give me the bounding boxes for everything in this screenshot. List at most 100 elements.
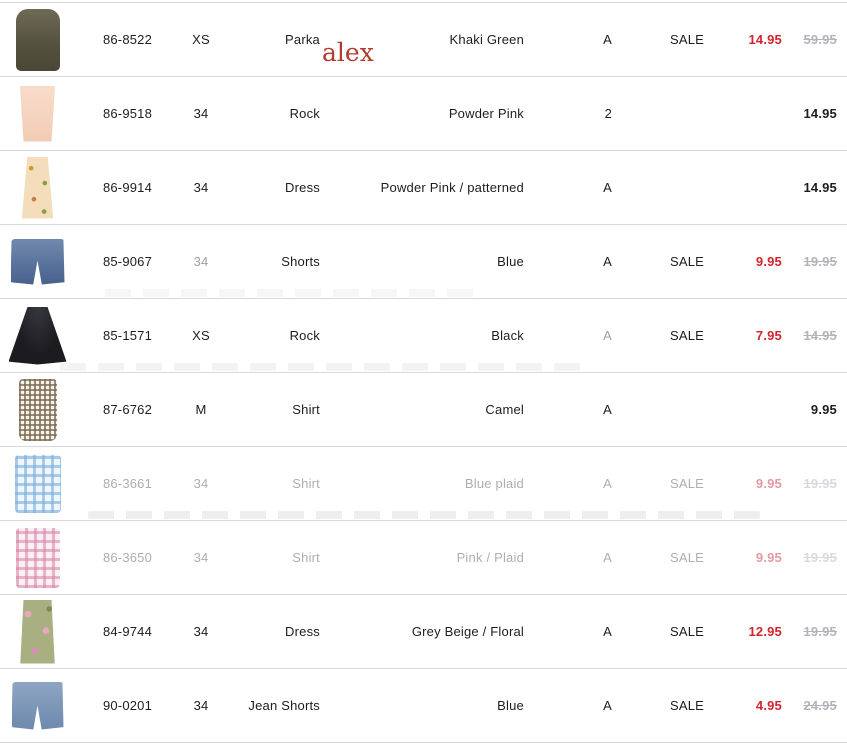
product-type: Parka — [285, 32, 320, 47]
thumbnail-cell — [0, 521, 75, 594]
article-number: 86-9914 — [102, 180, 153, 195]
sale-price: 7.95 — [755, 328, 782, 343]
sale-price: 9.95 — [755, 550, 782, 565]
product-thumbnail[interactable] — [21, 156, 54, 219]
sale-price: 14.95 — [748, 32, 782, 47]
sale-price: 9.95 — [755, 476, 782, 491]
product-thumbnail[interactable] — [14, 454, 61, 513]
product-row[interactable]: 87-6762 M Shirt Camel A 9.95 — [0, 372, 847, 446]
size-label: 34 — [193, 180, 209, 195]
regular-price: 19.95 — [803, 550, 837, 565]
article-number: 90-0201 — [102, 698, 153, 713]
sale-price: 9.95 — [755, 254, 782, 269]
regular-price: 24.95 — [803, 698, 837, 713]
product-thumbnail[interactable] — [8, 306, 67, 365]
regular-price: 19.95 — [803, 624, 837, 639]
thumbnail-cell — [0, 669, 75, 742]
size-label: M — [195, 402, 207, 417]
product-row[interactable]: 86-8522 XS Parka Khaki Green A SALE 14.9… — [0, 2, 847, 76]
article-number: 85-9067 — [102, 254, 153, 269]
color-name: Powder Pink — [448, 106, 524, 121]
regular-price: 14.95 — [803, 328, 837, 343]
thumbnail-cell — [0, 595, 75, 668]
sale-badge: SALE — [669, 328, 704, 343]
article-number: 87-6762 — [102, 402, 153, 417]
product-type: Shirt — [292, 402, 320, 417]
regular-price: 9.95 — [810, 402, 837, 417]
product-row[interactable]: 86-9518 34 Rock Powder Pink 2 14.95 — [0, 76, 847, 150]
color-name: Camel — [485, 402, 524, 417]
product-thumbnail[interactable] — [15, 527, 60, 588]
product-row[interactable]: 90-0201 34 Jean Shorts Blue A SALE 4.95 … — [0, 668, 847, 742]
shelf-code: A — [603, 32, 612, 47]
color-name: Pink / Plaid — [456, 550, 524, 565]
sale-badge: SALE — [669, 32, 704, 47]
shelf-code: A — [603, 624, 612, 639]
shelf-code: A — [603, 328, 612, 343]
shelf-code: 2 — [604, 106, 612, 121]
article-number: 86-8522 — [102, 32, 153, 47]
product-row[interactable]: 86-9914 34 Dress Powder Pink / patterned… — [0, 150, 847, 224]
product-thumbnail[interactable] — [15, 8, 60, 71]
thumbnail-cell — [0, 77, 75, 150]
product-row[interactable]: 86-3650 34 Shirt Pink / Plaid A SALE 9.9… — [0, 520, 847, 594]
color-name: Blue plaid — [464, 476, 524, 491]
product-thumbnail[interactable] — [20, 599, 55, 664]
product-row[interactable]: 84-9744 34 Dress Grey Beige / Floral A S… — [0, 594, 847, 668]
thumbnail-cell — [0, 447, 75, 520]
size-label: 34 — [193, 254, 209, 269]
regular-price: 59.95 — [803, 32, 837, 47]
color-name: Grey Beige / Floral — [411, 624, 524, 639]
thumbnail-cell — [0, 151, 75, 224]
sale-badge: SALE — [669, 476, 704, 491]
article-number: 84-9744 — [102, 624, 153, 639]
color-name: Blue — [497, 254, 524, 269]
thumbnail-cell — [0, 3, 75, 76]
product-type: Dress — [285, 180, 320, 195]
color-name: Black — [491, 328, 524, 343]
product-row[interactable]: 86-3661 34 Shirt Blue plaid A SALE 9.95 … — [0, 446, 847, 520]
article-number: 85-1571 — [102, 328, 153, 343]
article-number: 86-3650 — [102, 550, 153, 565]
product-thumbnail[interactable] — [10, 238, 65, 285]
thumbnail-cell — [0, 225, 75, 298]
article-number: 86-3661 — [102, 476, 153, 491]
size-label: 34 — [193, 106, 209, 121]
faint-watermark-band — [88, 511, 760, 519]
product-type: Shirt — [292, 550, 320, 565]
shelf-code: A — [603, 550, 612, 565]
sale-badge: SALE — [669, 698, 704, 713]
regular-price: 14.95 — [803, 106, 837, 121]
regular-price: 19.95 — [803, 476, 837, 491]
product-type: Shorts — [281, 254, 320, 269]
product-type: Rock — [289, 328, 320, 343]
product-thumbnail[interactable] — [18, 378, 57, 441]
product-type: Rock — [289, 106, 320, 121]
product-thumbnail[interactable] — [11, 681, 64, 730]
color-name: Powder Pink / patterned — [380, 180, 524, 195]
sale-badge: SALE — [669, 624, 704, 639]
regular-price: 19.95 — [803, 254, 837, 269]
sale-price: 12.95 — [748, 624, 782, 639]
size-label: 34 — [193, 476, 209, 491]
product-row[interactable]: 85-9067 34 Shorts Blue A SALE 9.95 19.95 — [0, 224, 847, 298]
shelf-code: A — [603, 254, 612, 269]
shelf-code: A — [603, 180, 612, 195]
sale-badge: SALE — [669, 254, 704, 269]
size-label: 34 — [193, 550, 209, 565]
faint-watermark-band — [60, 363, 580, 371]
size-label: 34 — [193, 624, 209, 639]
product-type: Jean Shorts — [248, 698, 320, 713]
product-row[interactable]: 85-1571 XS Rock Black A SALE 7.95 14.95 — [0, 298, 847, 372]
thumbnail-cell — [0, 373, 75, 446]
faint-watermark-band — [105, 289, 475, 297]
color-name: Khaki Green — [449, 32, 524, 47]
article-number: 86-9518 — [102, 106, 153, 121]
shelf-code: A — [603, 476, 612, 491]
thumbnail-cell — [0, 299, 75, 372]
product-thumbnail[interactable] — [19, 85, 56, 142]
sale-price: 4.95 — [755, 698, 782, 713]
size-label: XS — [192, 32, 210, 47]
